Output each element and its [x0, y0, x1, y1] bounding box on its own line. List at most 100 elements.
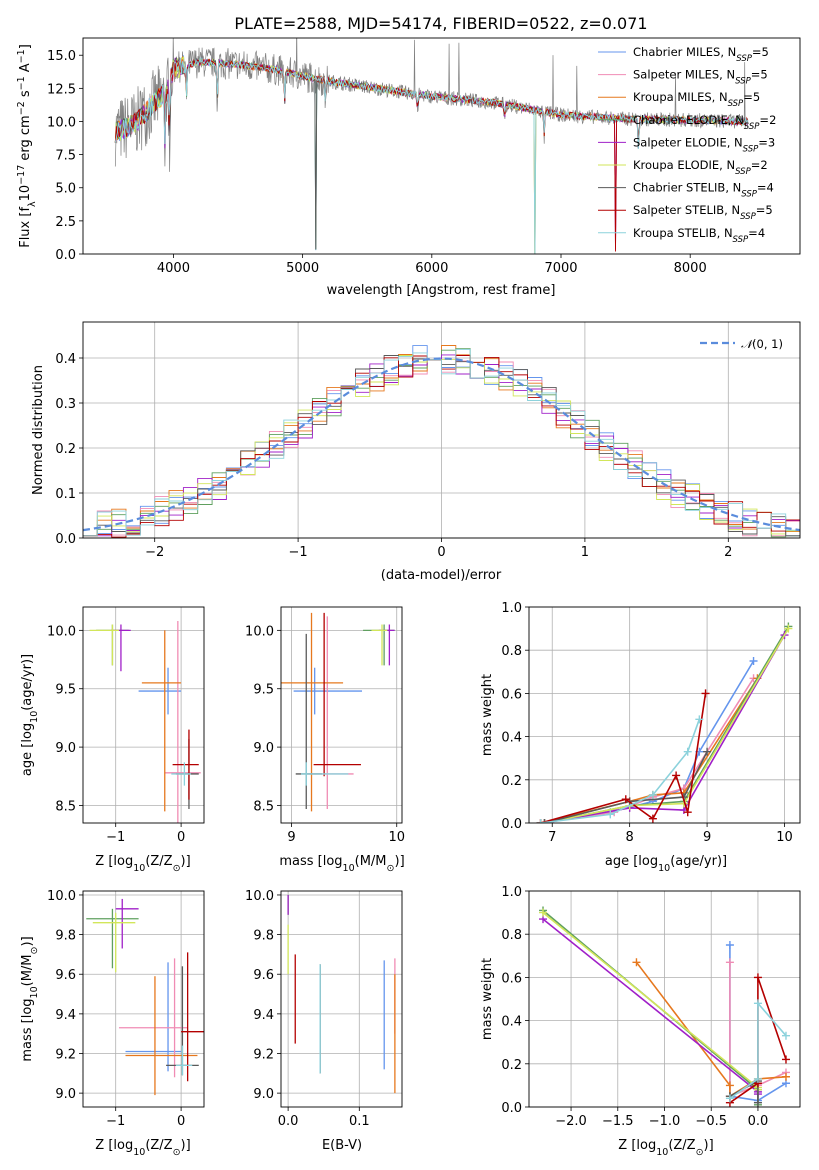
legend-label: 𝒩(0, 1) [741, 337, 783, 351]
label-part: )] [181, 854, 191, 869]
legend-sep: , [719, 68, 726, 82]
y-tick-label: 9.0 [253, 1087, 274, 1102]
y-axis-label: Flux [fλ10−17 erg cm−2 s−1 A−1] [16, 44, 38, 248]
axes-frame [82, 37, 801, 255]
y-tick-label: 1.0 [501, 885, 522, 900]
legend-name: Kroupa ELODIE [633, 158, 719, 172]
legend-arg: (0, 1) [752, 337, 783, 351]
y-axis-label: age [log10(age/yr)] [20, 654, 40, 776]
plot-area [287, 894, 396, 1094]
axes-frame [528, 606, 801, 824]
weight-marker [703, 747, 712, 756]
y-tick-label: 8.5 [253, 799, 274, 814]
weight-marker [753, 973, 762, 982]
weight-marker [701, 689, 710, 698]
y-tick-label: 9.8 [253, 929, 274, 944]
x-tick-label: −1 [106, 1114, 125, 1129]
y-axis-label: mass weight [480, 674, 495, 756]
legend-eq: = [743, 90, 753, 104]
y-tick-label: 10.0 [47, 115, 76, 130]
model-series-line [114, 55, 749, 251]
weight-marker [753, 1098, 762, 1107]
x-tick-label: 2 [724, 545, 732, 560]
legend-label: Salpeter ELODIE, NSSP=3 [633, 135, 775, 154]
axes-frame [82, 890, 205, 1108]
x-tick-label: 10 [388, 830, 405, 845]
legend-sep: , [720, 45, 727, 59]
legend-value: 5 [753, 90, 760, 104]
weight-marker [606, 810, 615, 819]
x-tick-label: −2.0 [555, 1114, 587, 1129]
label-part: erg cm [18, 115, 33, 164]
legend-sep: , [727, 135, 734, 149]
label-part: age [log [605, 854, 658, 869]
legend-n: N [731, 203, 740, 217]
weight-marker [539, 908, 548, 917]
weight-series-line [542, 918, 759, 1094]
axes-frame [280, 606, 403, 824]
legend-sub: SSP [733, 235, 749, 245]
axes-frame [528, 890, 801, 1108]
y-tick-label: 15.0 [47, 49, 76, 64]
x-axis-label: mass [log10(M/M⊙)] [279, 854, 404, 874]
y-tick-label: 0.1 [55, 487, 76, 502]
legend-value: 2 [769, 113, 776, 127]
label-part: Z [log [95, 1138, 133, 1153]
weight-marker [781, 1031, 790, 1040]
weight-series-line [729, 1001, 787, 1100]
x-tick-label: −0.5 [695, 1114, 727, 1129]
legend-label: Chabrier ELODIE, NSSP=2 [633, 113, 776, 132]
x-tick-label: 7 [548, 830, 556, 845]
legend-sep: , [712, 90, 719, 104]
legend-sep: , [717, 226, 724, 240]
weight-marker [753, 1074, 762, 1083]
label-part: −1 [16, 49, 27, 63]
label-part: (Z/Z [145, 1138, 172, 1153]
label-part: −17 [16, 165, 27, 185]
y-tick-label: 1.0 [501, 601, 522, 616]
normal-curve [83, 357, 800, 532]
plot-area [281, 612, 395, 812]
label-part: −1 [16, 76, 27, 90]
label-part: (M/M [355, 854, 387, 869]
label-part: 10 [656, 1147, 668, 1158]
legend-eq: = [751, 68, 761, 82]
y-tick-label: 0.4 [501, 731, 522, 746]
y-axis-label: Normed distribution [31, 365, 46, 495]
legend-eq: = [756, 203, 766, 217]
legend-value: 2 [760, 158, 767, 172]
x-tick-label: −1.5 [602, 1114, 634, 1129]
label-part: 10 [343, 863, 355, 874]
x-tick-label: 10 [776, 830, 793, 845]
legend-n: N [726, 158, 735, 172]
x-axis-label: (data-model)/error [381, 568, 502, 583]
x-axis-label: Z [log10(Z/Z⊙)] [95, 1138, 190, 1158]
x-axis-label: E(B-V) [322, 1138, 362, 1153]
y-tick-label: 9.0 [253, 741, 274, 756]
y-tick-label: 0.2 [501, 1058, 522, 1073]
x-axis-label: age [log10(age/yr)] [605, 854, 727, 874]
y-tick-label: 9.0 [55, 1087, 76, 1102]
weight-series-line [540, 677, 755, 823]
label-part: mass [log [279, 854, 342, 869]
legend-sep: , [728, 113, 735, 127]
y-tick-label: 0.0 [501, 817, 522, 832]
legend-eq: = [751, 158, 761, 172]
legend-eq: = [758, 135, 768, 149]
legend-eq: = [748, 226, 758, 240]
label-part: (Z/Z [668, 1138, 695, 1153]
weight-marker [672, 771, 681, 780]
weight-marker [725, 958, 734, 967]
label-part: 10 [29, 711, 40, 723]
legend-n: N [734, 135, 743, 149]
legend-sep: , [719, 158, 726, 172]
plot-area [89, 621, 201, 823]
model-series-line [114, 57, 749, 254]
plot-area [83, 345, 800, 538]
label-part: )] [395, 854, 405, 869]
y-tick-label: 10.0 [47, 889, 76, 904]
y-tick-label: 0.4 [501, 1015, 522, 1030]
legend-n: N [726, 68, 735, 82]
